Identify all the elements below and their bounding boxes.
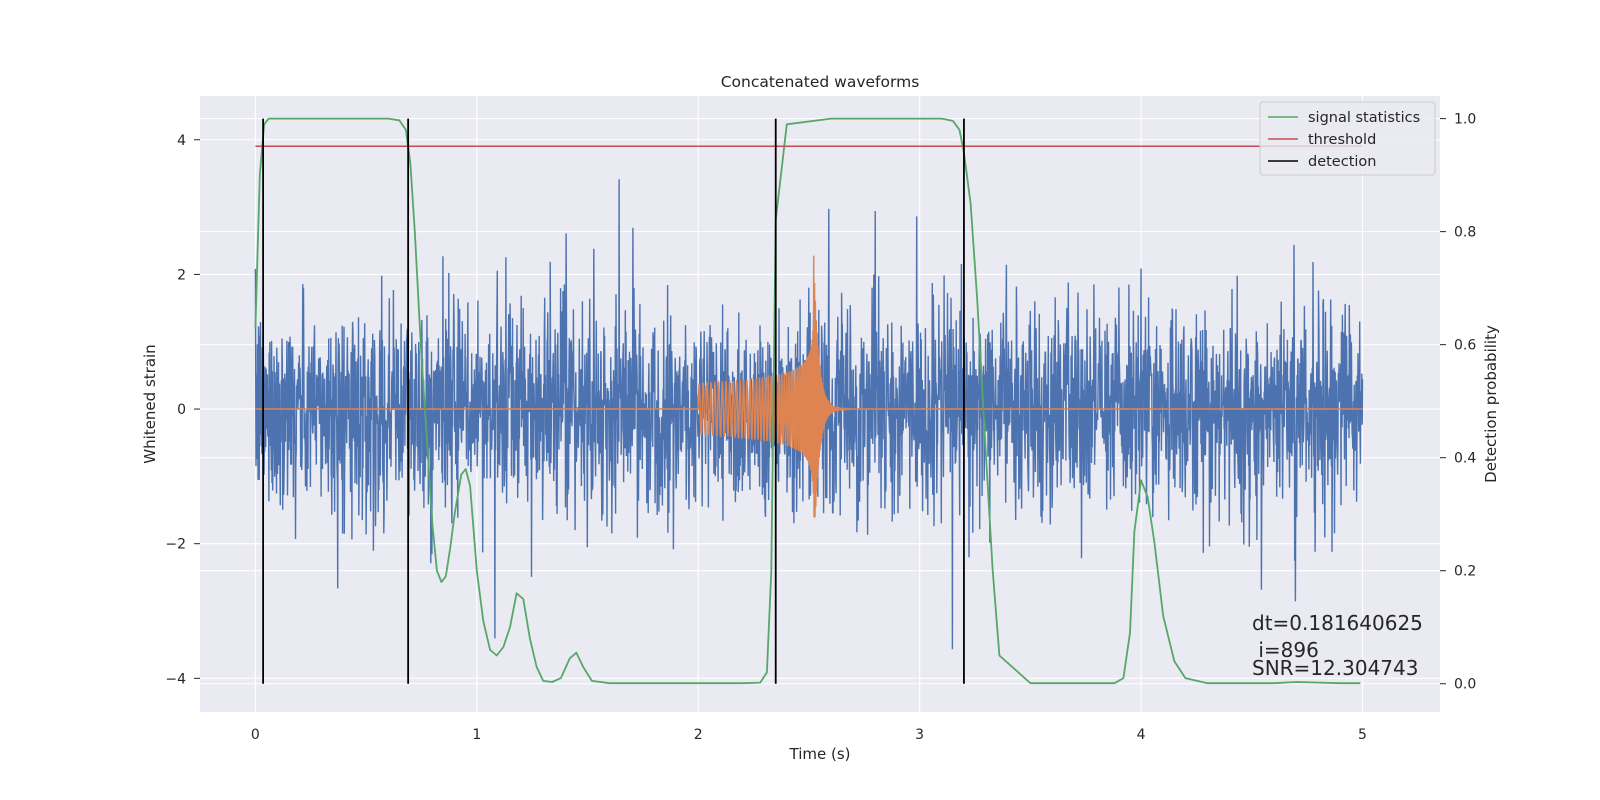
x-tick-label: 2 bbox=[694, 727, 703, 743]
legend-threshold-label: threshold bbox=[1308, 132, 1376, 148]
chart-title: Concatenated waveforms bbox=[721, 73, 920, 91]
annotation-i: i=896 bbox=[1252, 638, 1319, 662]
y2-tick-label: 0.4 bbox=[1454, 451, 1476, 467]
x-tick-label: 3 bbox=[915, 727, 924, 743]
y-tick-label: 0 bbox=[177, 402, 186, 418]
signal-statistics-line bbox=[254, 117, 1361, 685]
y-tick-label: −4 bbox=[165, 671, 186, 687]
y-tick-label: −2 bbox=[165, 537, 186, 553]
x-tick-label: 1 bbox=[472, 727, 481, 743]
y-tick-label: 2 bbox=[177, 267, 186, 283]
x-tick-label: 0 bbox=[251, 727, 260, 743]
detection-series bbox=[262, 118, 965, 684]
y2-tick-label: 0.6 bbox=[1454, 338, 1476, 354]
y2-tick-label: 0.8 bbox=[1454, 225, 1476, 241]
y2-tick-label: 0.2 bbox=[1454, 564, 1476, 580]
y2-axis-label: Detection probability bbox=[1482, 325, 1500, 483]
annotation-snr: SNR=12.304743 bbox=[1252, 656, 1418, 680]
legend: signal statistics threshold detection bbox=[1259, 101, 1436, 176]
annotation-dt: dt=0.181640625 bbox=[1252, 611, 1423, 635]
x-tick-label: 4 bbox=[1137, 727, 1146, 743]
legend-signal-statistics-label: signal statistics bbox=[1308, 110, 1420, 126]
template-series bbox=[255, 255, 1363, 518]
y2-tick-label: 1.0 bbox=[1454, 112, 1476, 128]
x-tick-label: 5 bbox=[1358, 727, 1367, 743]
signal-statistics-series bbox=[254, 117, 1361, 685]
y2-tick-label: 0.0 bbox=[1454, 677, 1476, 693]
y-axis-label: Whitened strain bbox=[141, 344, 159, 463]
annotation: dt=0.181640625 i=896 SNR=12.304743 bbox=[1252, 611, 1423, 680]
x-axis-label: Time (s) bbox=[789, 745, 851, 763]
legend-detection-label: detection bbox=[1308, 154, 1376, 170]
template-line bbox=[255, 255, 1363, 518]
legend-box bbox=[1259, 101, 1436, 176]
y-tick-label: 4 bbox=[177, 133, 186, 149]
axis-ticks: 0 1 2 3 4 5 −4 −2 0 2 4 0.0 0.2 0.4 0.6 0.8 1.0 bbox=[165, 112, 1476, 743]
